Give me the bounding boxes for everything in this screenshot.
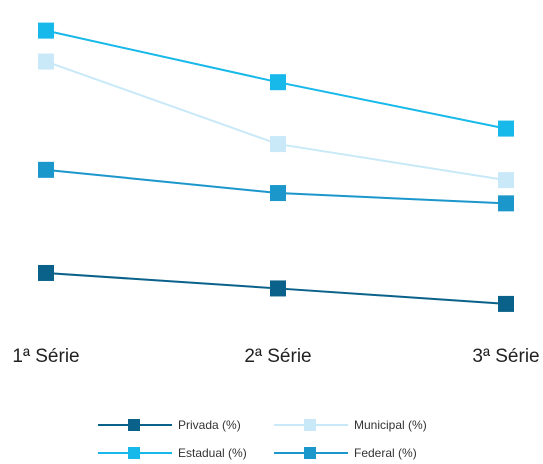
data-point-federal <box>498 195 514 212</box>
data-point-estadual <box>270 74 286 91</box>
series-lines <box>45 29 507 305</box>
data-point-estadual <box>38 22 54 39</box>
data-point-municipal <box>38 53 54 70</box>
legend-symbol <box>98 442 172 464</box>
data-point-privada <box>498 295 514 312</box>
legend-symbol <box>274 414 348 436</box>
legend-label: Municipal (%) <box>354 418 427 432</box>
data-point-estadual <box>498 120 514 137</box>
legend-item-municipal: Municipal (%) <box>274 414 427 436</box>
x-tick-label: 1ª Série <box>12 346 79 367</box>
legend-label: Privada (%) <box>178 418 241 432</box>
data-point-federal <box>38 161 54 178</box>
data-point-privada <box>38 264 54 281</box>
data-point-municipal <box>498 172 514 189</box>
legend-item-federal: Federal (%) <box>274 442 417 464</box>
legend-label: Federal (%) <box>354 446 417 460</box>
legend-item-estadual: Estadual (%) <box>98 442 247 464</box>
x-tick-label: 3ª Série <box>472 346 539 367</box>
data-point-federal <box>270 185 286 202</box>
legend-item-privada: Privada (%) <box>98 414 241 436</box>
legend-label: Estadual (%) <box>178 446 247 460</box>
legend: Privada (%) Municipal (%) Estadual (%) F… <box>98 414 458 462</box>
series-markers <box>38 22 514 312</box>
x-axis-ticks: 1ª Série 2ª Série 3ª Série <box>12 346 539 367</box>
legend-symbol <box>274 442 348 464</box>
x-tick-label: 2ª Série <box>244 346 311 367</box>
data-point-privada <box>270 280 286 297</box>
data-point-municipal <box>270 136 286 153</box>
legend-symbol <box>98 414 172 436</box>
